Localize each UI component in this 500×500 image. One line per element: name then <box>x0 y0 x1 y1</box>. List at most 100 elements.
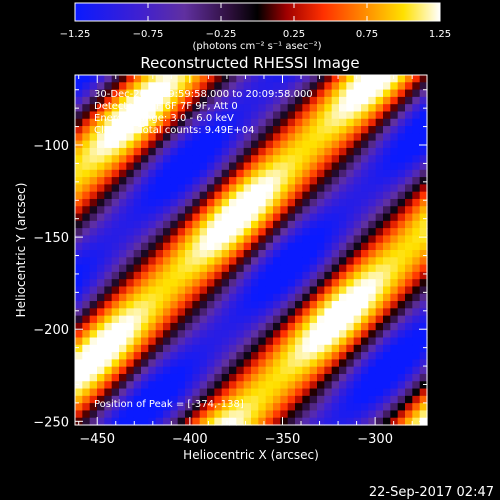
heatmap-cell <box>111 322 120 331</box>
heatmap-cell <box>163 228 171 237</box>
heatmap-cell <box>221 403 230 412</box>
heatmap-cell <box>89 191 98 200</box>
heatmap-cell <box>280 126 289 134</box>
heatmap-cell <box>229 213 237 222</box>
heatmap-cell <box>97 352 105 360</box>
heatmap-cell <box>133 359 142 368</box>
heatmap-cell <box>419 162 428 171</box>
heatmap-cell <box>295 104 303 113</box>
heatmap-cell <box>287 235 296 244</box>
heatmap-cell <box>397 322 406 331</box>
heatmap-cell <box>192 206 201 215</box>
heatmap-cell <box>265 155 274 164</box>
heatmap-cell <box>273 337 281 346</box>
heatmap-cell <box>412 235 421 244</box>
heatmap-cell <box>375 279 384 288</box>
heatmap-cell <box>302 155 311 164</box>
heatmap-cell <box>368 337 377 346</box>
heatmap-cell <box>346 337 355 346</box>
heatmap-cell <box>148 308 157 317</box>
heatmap-cell <box>375 96 384 105</box>
heatmap-cell <box>119 373 127 382</box>
heatmap-cell <box>133 147 142 156</box>
heatmap-cell <box>75 235 83 244</box>
heatmap-cell <box>185 206 193 215</box>
heatmap-cell <box>317 373 325 382</box>
heatmap-cell <box>82 162 91 171</box>
heatmap-cell <box>177 126 186 134</box>
heatmap-cell <box>317 352 325 360</box>
heatmap-cell <box>75 228 83 237</box>
heatmap-cell <box>419 352 428 360</box>
heatmap-cell <box>170 169 179 178</box>
heatmap-cell <box>265 322 274 331</box>
heatmap-cell <box>331 191 340 200</box>
heatmap-cell <box>397 220 406 229</box>
heatmap-cell <box>302 242 311 251</box>
heatmap-cell <box>207 147 215 156</box>
heatmap-cell <box>390 198 399 207</box>
heatmap-cell <box>383 410 391 419</box>
x-axis-label: Heliocentric X (arcsec) <box>183 448 319 462</box>
heatmap-cell <box>295 162 303 171</box>
heatmap-cell <box>353 403 362 412</box>
heatmap-cell <box>324 75 333 83</box>
heatmap-cell <box>317 104 325 113</box>
heatmap-cell <box>295 82 303 91</box>
heatmap-cell <box>111 147 120 156</box>
heatmap-cell <box>177 337 186 346</box>
heatmap-cell <box>405 410 413 419</box>
heatmap-cell <box>280 191 289 200</box>
heatmap-cell <box>126 271 135 280</box>
heatmap-cell <box>295 140 303 149</box>
heatmap-cell <box>221 169 230 178</box>
heatmap-cell <box>75 352 83 360</box>
heatmap-cell <box>214 126 223 134</box>
heatmap-cell <box>390 155 399 164</box>
heatmap-cell <box>309 235 318 244</box>
heatmap-cell <box>119 352 127 360</box>
heatmap-cell <box>390 301 399 309</box>
heatmap-cell <box>229 235 237 244</box>
heatmap-cell <box>221 96 230 105</box>
heatmap-cell <box>207 184 215 193</box>
heatmap-cell <box>405 366 413 375</box>
heatmap-cell <box>258 344 267 353</box>
heatmap-cell <box>287 75 296 83</box>
heatmap-cell <box>251 155 259 164</box>
heatmap-cell <box>141 410 149 419</box>
heatmap-cell <box>207 96 215 105</box>
heatmap-cell <box>111 206 120 215</box>
heatmap-cell <box>133 96 142 105</box>
heatmap-cell <box>221 126 230 134</box>
heatmap-cell <box>104 191 113 200</box>
heatmap-cell <box>199 388 208 397</box>
heatmap-cell <box>324 213 333 222</box>
heatmap-cell <box>317 257 325 266</box>
heatmap-cell <box>199 257 208 266</box>
heatmap-cell <box>375 315 384 324</box>
colorbar-tick-label: 1.25 <box>429 29 451 40</box>
heatmap-cell <box>214 228 223 237</box>
heatmap-cell <box>177 315 186 324</box>
heatmap-cell <box>368 198 377 207</box>
heatmap-cell <box>317 75 325 83</box>
heatmap-cell <box>405 242 413 251</box>
heatmap-cell <box>251 330 259 339</box>
heatmap-cell <box>287 184 296 193</box>
heatmap-cell <box>390 191 399 200</box>
heatmap-cell <box>170 147 179 156</box>
heatmap-cell <box>317 140 325 149</box>
heatmap-cell <box>192 198 201 207</box>
colorbar-tick-label: −0.75 <box>133 29 164 40</box>
heatmap-cell <box>126 162 135 171</box>
heatmap-cell <box>317 147 325 156</box>
heatmap-cell <box>251 257 259 266</box>
heatmap-cell <box>192 410 201 419</box>
heatmap-cell <box>405 191 413 200</box>
heatmap-cell <box>317 191 325 200</box>
heatmap-cell <box>361 337 369 346</box>
heatmap-cell <box>295 213 303 222</box>
heatmap-cell <box>236 286 245 295</box>
heatmap-cell <box>309 228 318 237</box>
